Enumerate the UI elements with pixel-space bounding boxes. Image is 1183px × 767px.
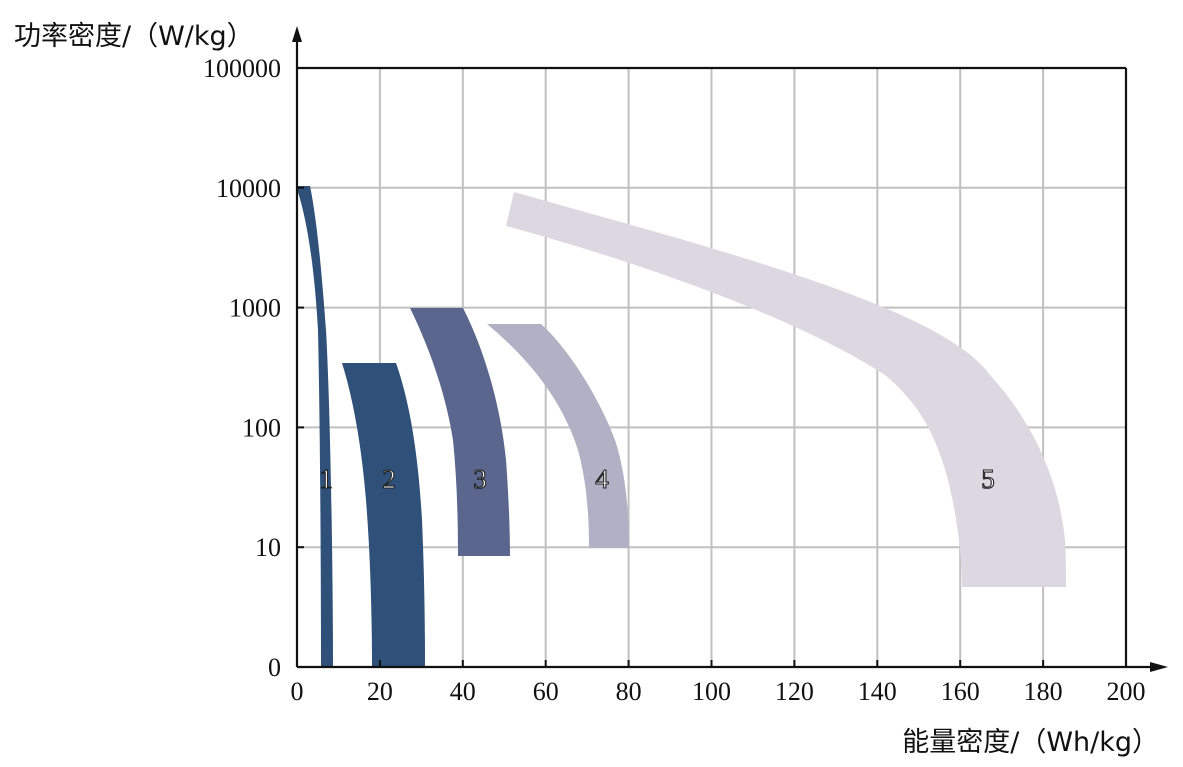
x-tick-label: 20	[367, 677, 393, 706]
x-tick-label: 140	[858, 677, 897, 706]
y-axis-arrow-icon	[292, 26, 302, 42]
y-tick-label: 10000	[216, 174, 281, 203]
x-tick-label: 180	[1024, 677, 1063, 706]
region-label-4: 4	[595, 464, 609, 494]
region-5	[506, 192, 1066, 587]
region-label-5: 5	[981, 464, 995, 494]
x-tick-label: 120	[775, 677, 814, 706]
region-labels: 1 2 3 4 5	[319, 463, 996, 494]
x-tick-label: 60	[533, 677, 559, 706]
region-label-2: 2	[382, 464, 396, 494]
region-1	[296, 186, 333, 667]
region-label-3: 3	[473, 464, 487, 494]
region-4	[487, 324, 629, 548]
region-2	[342, 363, 425, 667]
x-tick-label: 100	[692, 677, 731, 706]
axes	[292, 26, 1168, 672]
y-tick-label: 1000	[229, 294, 281, 323]
region-3	[410, 308, 510, 556]
x-tick-label: 80	[616, 677, 642, 706]
y-tick-label: 100	[242, 413, 281, 442]
region-label-1: 1	[319, 464, 333, 494]
y-axis-label: 功率密度/（W/kg）	[14, 21, 254, 52]
regions	[296, 186, 1066, 667]
x-tick-label: 200	[1107, 677, 1146, 706]
y-tick-labels: 0 10 100 1000 10000 100000	[203, 54, 304, 682]
x-tick-label: 0	[291, 677, 304, 706]
y-tick-label: 10	[255, 533, 281, 562]
x-axis-arrow-icon	[1150, 662, 1168, 672]
y-tick-label: 100000	[203, 54, 281, 83]
x-tick-label: 160	[941, 677, 980, 706]
y-tick-label: 0	[268, 653, 281, 682]
x-axis-label: 能量密度/（Wh/kg）	[902, 727, 1159, 758]
x-tick-labels: 0 20 40 60 80 100 120 140 160 180 200	[291, 660, 1146, 706]
x-tick-label: 40	[450, 677, 476, 706]
